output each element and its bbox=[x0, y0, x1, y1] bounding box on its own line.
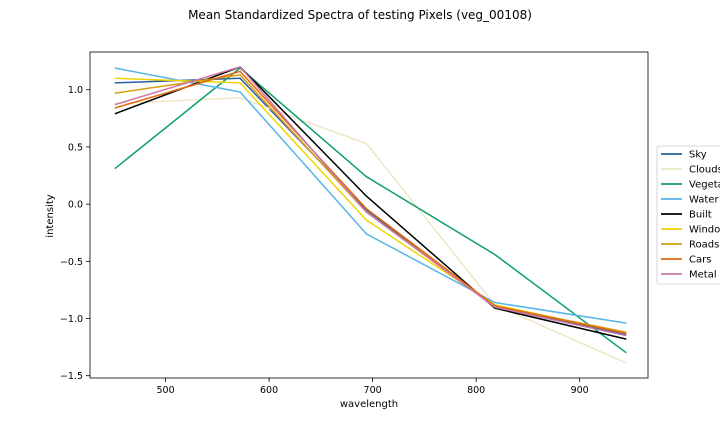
y-tick-label: −1.0 bbox=[60, 314, 83, 325]
legend-label-vegetation: Vegetation bbox=[689, 180, 720, 191]
y-tick-label: 0.0 bbox=[68, 200, 83, 211]
series-line-clouds bbox=[114, 97, 627, 364]
legend: Sky Clouds Vegetation Water Built Windows Road… bbox=[656, 145, 720, 285]
legend-label-metal: Metal bbox=[689, 270, 717, 281]
legend-label-clouds: Clouds bbox=[689, 165, 720, 176]
chart-title: Mean Standardized Spectra of testing Pix… bbox=[188, 8, 532, 22]
plot-area bbox=[89, 51, 649, 379]
series-line-cars bbox=[114, 70, 627, 335]
legend-label-windows: Windows bbox=[689, 225, 720, 236]
y-tick-label: 0.5 bbox=[68, 142, 83, 153]
y-tick-label: −1.5 bbox=[60, 371, 83, 382]
y-axis-label: intensity bbox=[45, 194, 56, 237]
y-tick-label: 1.0 bbox=[68, 85, 83, 96]
x-axis: 500 600 700 800 900 bbox=[157, 378, 589, 396]
series-line-vegetation bbox=[114, 67, 627, 354]
x-tick-label: 700 bbox=[364, 385, 382, 396]
y-axis: 1.0 0.5 0.0 −0.5 −1.0 −1.5 bbox=[60, 85, 90, 382]
legend-frame bbox=[656, 145, 720, 285]
x-tick-label: 900 bbox=[571, 385, 589, 396]
series-lines bbox=[114, 66, 627, 364]
x-tick-label: 800 bbox=[467, 385, 485, 396]
legend-label-sky: Sky bbox=[689, 150, 707, 161]
legend-label-roads: Roads bbox=[689, 240, 719, 251]
legend-label-water: Water bbox=[689, 195, 719, 206]
legend-label-built: Built bbox=[689, 210, 712, 221]
series-line-metal bbox=[114, 66, 627, 337]
x-axis-label: wavelength bbox=[340, 399, 398, 410]
y-tick-label: −0.5 bbox=[60, 257, 83, 268]
x-tick-label: 500 bbox=[157, 385, 175, 396]
series-line-built bbox=[114, 66, 627, 340]
legend-label-cars: Cars bbox=[689, 255, 711, 266]
x-tick-label: 600 bbox=[260, 385, 278, 396]
